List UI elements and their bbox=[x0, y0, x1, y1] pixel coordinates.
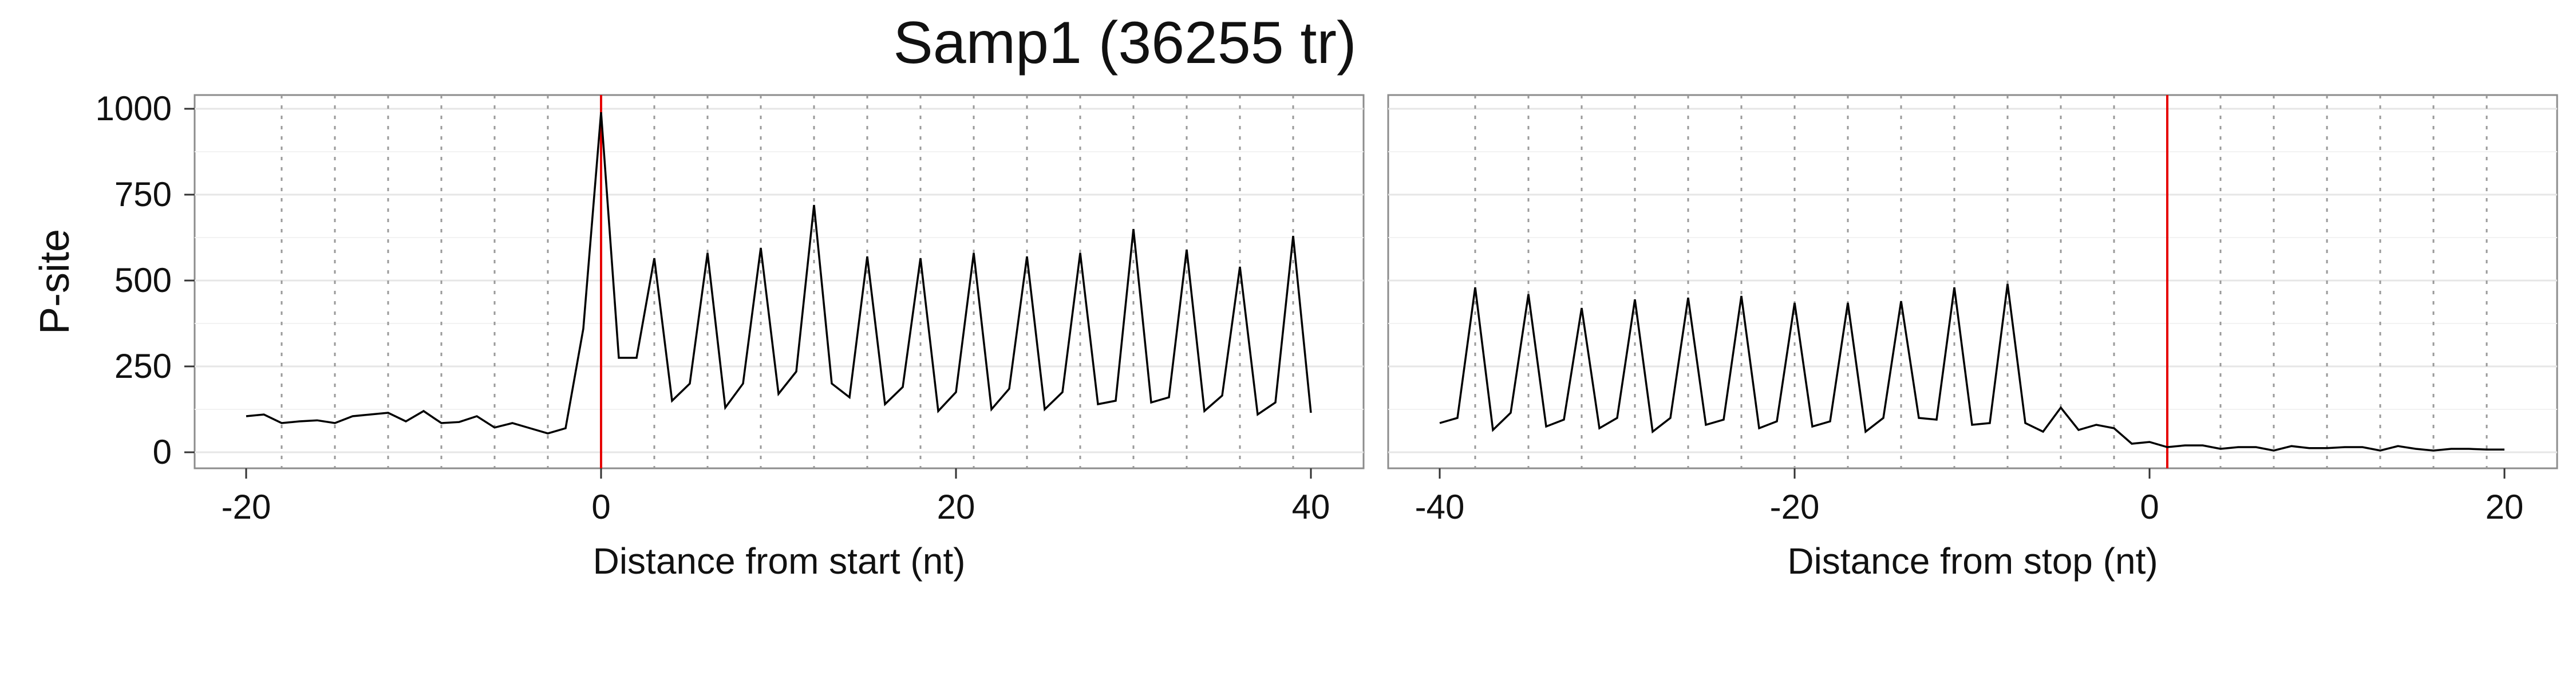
panel-background bbox=[1387, 94, 2558, 469]
y-tick-label: 750 bbox=[114, 175, 172, 214]
y-tick-label: 250 bbox=[114, 347, 172, 385]
x-axis-title: Distance from stop (nt) bbox=[1787, 540, 2158, 582]
x-tick-label: 40 bbox=[1292, 488, 1330, 526]
p-site-series-line bbox=[1439, 283, 2504, 452]
y-axis-title: P-site bbox=[32, 229, 78, 334]
stop-panel: -40 -20 0 20 Distance from stop (nt) bbox=[1387, 94, 2558, 582]
p-site-series-line bbox=[246, 112, 1312, 435]
x-tick-label: -40 bbox=[1415, 488, 1465, 526]
x-tick-label: -20 bbox=[1770, 488, 1820, 526]
y-axis: 0 250 500 750 1000 bbox=[96, 89, 195, 471]
x-tick-label: 0 bbox=[2140, 488, 2159, 526]
x-tick-label: 20 bbox=[937, 488, 975, 526]
y-tick-label: 0 bbox=[153, 433, 172, 471]
y-tick-label: 1000 bbox=[96, 89, 172, 128]
x-tick-label: 0 bbox=[591, 488, 610, 526]
x-tick-label: -20 bbox=[222, 488, 271, 526]
start-panel: -20 0 20 40 Distance from start (nt) bbox=[193, 94, 1365, 582]
x-tick-label: 20 bbox=[2486, 488, 2524, 526]
chart-title: Samp1 (36255 tr) bbox=[893, 10, 1356, 76]
panel-background bbox=[193, 94, 1365, 469]
x-axis-title: Distance from start (nt) bbox=[593, 540, 966, 582]
y-tick-label: 500 bbox=[114, 261, 172, 299]
